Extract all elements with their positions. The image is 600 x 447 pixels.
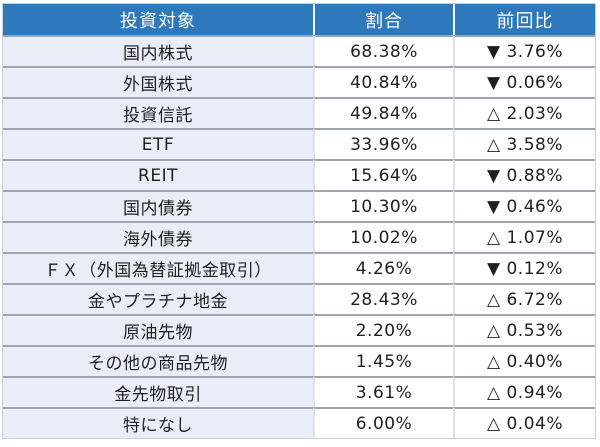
table-row: 外国株式 40.84% ▼ 0.06%	[3, 66, 595, 97]
asset-cell: その他の商品先物	[3, 345, 313, 376]
change-cell: △ 0.40%	[453, 345, 595, 376]
asset-cell: 投資信託	[3, 97, 313, 128]
asset-cell: 国内債券	[3, 190, 313, 221]
asset-cell: 金やプラチナ地金	[3, 283, 313, 314]
table-row: 投資信託 49.84% △ 2.03%	[3, 97, 595, 128]
asset-cell: 原油先物	[3, 314, 313, 345]
table-row: ＦＸ（外国為替証拠金取引） 4.26% ▼ 0.12%	[3, 252, 595, 283]
ratio-cell: 33.96%	[313, 128, 453, 159]
change-cell: ▼ 3.76%	[453, 35, 595, 66]
change-cell: ▼ 0.12%	[453, 252, 595, 283]
table-row: 金やプラチナ地金 28.43% △ 6.72%	[3, 283, 595, 314]
change-cell: △ 6.72%	[453, 283, 595, 314]
change-cell: ▼ 0.06%	[453, 66, 595, 97]
change-cell: △ 2.03%	[453, 97, 595, 128]
ratio-cell: 1.45%	[313, 345, 453, 376]
asset-cell: 海外債券	[3, 221, 313, 252]
table-row: REIT 15.64% ▼ 0.88%	[3, 159, 595, 190]
change-cell: ▼ 0.46%	[453, 190, 595, 221]
asset-cell: REIT	[3, 159, 313, 190]
ratio-cell: 68.38%	[313, 35, 453, 66]
change-cell: △ 1.07%	[453, 221, 595, 252]
ratio-cell: 6.00%	[313, 407, 453, 438]
header-asset: 投資対象	[3, 4, 313, 35]
ratio-cell: 49.84%	[313, 97, 453, 128]
header-change: 前回比	[453, 4, 595, 35]
investment-ratio-table: 投資対象 割合 前回比 国内株式 68.38% ▼ 3.76% 外国株式 40.…	[2, 3, 596, 439]
change-cell: △ 0.94%	[453, 376, 595, 407]
asset-cell: 金先物取引	[3, 376, 313, 407]
change-cell: △ 3.58%	[453, 128, 595, 159]
ratio-cell: 3.61%	[313, 376, 453, 407]
table-row: 国内債券 10.30% ▼ 0.46%	[3, 190, 595, 221]
table-row: 特になし 6.00% △ 0.04%	[3, 407, 595, 438]
asset-cell: ＦＸ（外国為替証拠金取引）	[3, 252, 313, 283]
ratio-cell: 2.20%	[313, 314, 453, 345]
ratio-cell: 28.43%	[313, 283, 453, 314]
change-cell: △ 0.04%	[453, 407, 595, 438]
ratio-cell: 15.64%	[313, 159, 453, 190]
asset-cell: 国内株式	[3, 35, 313, 66]
table-row: 国内株式 68.38% ▼ 3.76%	[3, 35, 595, 66]
table-row: その他の商品先物 1.45% △ 0.40%	[3, 345, 595, 376]
asset-cell: ETF	[3, 128, 313, 159]
table-header-row: 投資対象 割合 前回比	[3, 4, 595, 35]
ratio-cell: 10.30%	[313, 190, 453, 221]
change-cell: △ 0.53%	[453, 314, 595, 345]
table-row: ETF 33.96% △ 3.58%	[3, 128, 595, 159]
ratio-cell: 10.02%	[313, 221, 453, 252]
ratio-cell: 40.84%	[313, 66, 453, 97]
asset-cell: 特になし	[3, 407, 313, 438]
table-row: 海外債券 10.02% △ 1.07%	[3, 221, 595, 252]
header-ratio: 割合	[313, 4, 453, 35]
asset-cell: 外国株式	[3, 66, 313, 97]
change-cell: ▼ 0.88%	[453, 159, 595, 190]
table-row: 原油先物 2.20% △ 0.53%	[3, 314, 595, 345]
table-row: 金先物取引 3.61% △ 0.94%	[3, 376, 595, 407]
ratio-cell: 4.26%	[313, 252, 453, 283]
